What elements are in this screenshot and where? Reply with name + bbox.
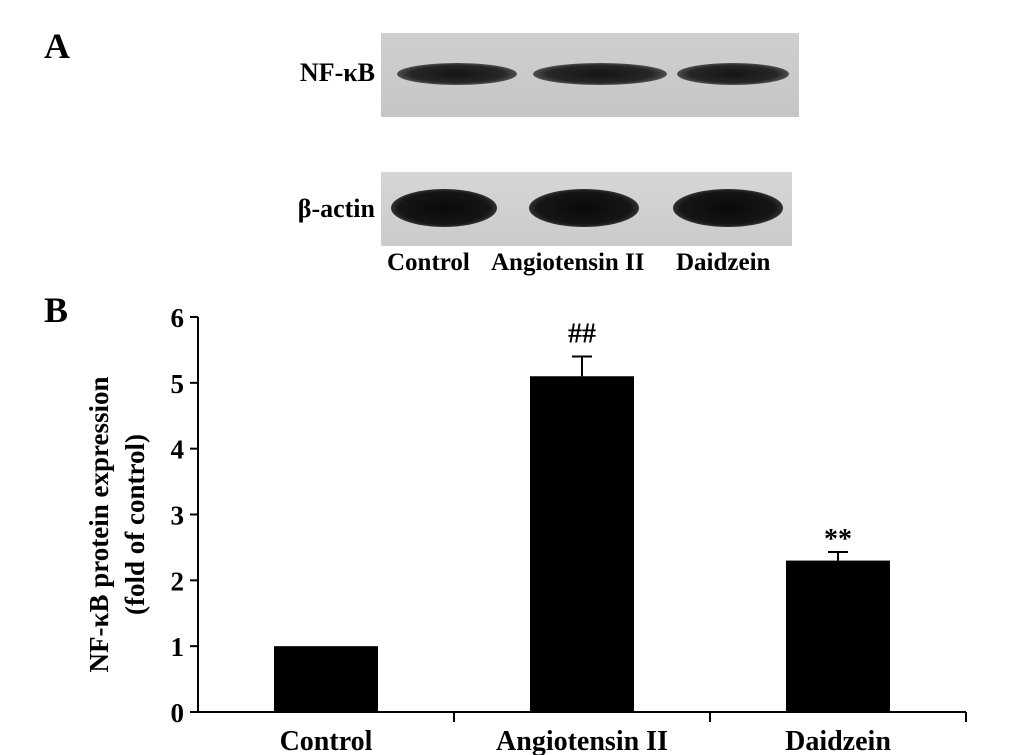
significance-annotation: ##	[568, 319, 596, 350]
blot-row-label-nfkb: NF-κB	[299, 58, 375, 87]
significance-annotation: **	[824, 524, 852, 555]
y-tick-label: 0	[171, 698, 185, 728]
bar-control	[274, 646, 378, 712]
y-tick-label: 1	[171, 632, 185, 662]
y-axis-label-line: NF-κB protein expression	[84, 377, 114, 673]
lane-label-angiotensin: Angiotensin II	[491, 249, 645, 276]
bar-daidzein	[786, 560, 890, 712]
nfkb-band-angiotensin	[533, 63, 667, 85]
y-tick-label: 2	[171, 566, 185, 596]
blot-strip-nfkb	[381, 33, 799, 117]
lane-label-control: Control	[387, 249, 470, 276]
bars: ## **	[274, 319, 890, 712]
x-category-label: Control	[280, 726, 373, 755]
actin-band-control	[391, 189, 497, 227]
x-ticks: Control Angiotensin II Daidzein	[280, 712, 967, 755]
blot-row-label-actin: β-actin	[297, 194, 375, 223]
bar-chart: NF-κB protein expression (fold of control…	[84, 303, 967, 755]
y-axis-label-line: (fold of control)	[120, 434, 150, 615]
y-ticks: 0 1 2 3 4 5 6	[171, 303, 198, 728]
actin-band-daidzein	[673, 189, 783, 227]
y-tick-label: 3	[171, 501, 185, 531]
bar-angiotensin-ii	[530, 376, 634, 712]
y-axis-label: NF-κB protein expression (fold of control…	[84, 377, 150, 673]
y-tick-label: 6	[171, 303, 185, 333]
x-category-label: Daidzein	[785, 726, 891, 755]
panel-label-b: B	[44, 290, 69, 330]
nfkb-band-control	[397, 63, 517, 85]
x-category-label: Angiotensin II	[496, 726, 668, 755]
lane-label-daidzein: Daidzein	[676, 249, 771, 276]
y-tick-label: 4	[171, 435, 185, 465]
y-tick-label: 5	[171, 369, 185, 399]
actin-band-angiotensin	[529, 189, 639, 227]
panel-label-a: A	[44, 26, 70, 66]
blot-strip-actin	[381, 172, 792, 246]
nfkb-band-daidzein	[677, 63, 789, 85]
